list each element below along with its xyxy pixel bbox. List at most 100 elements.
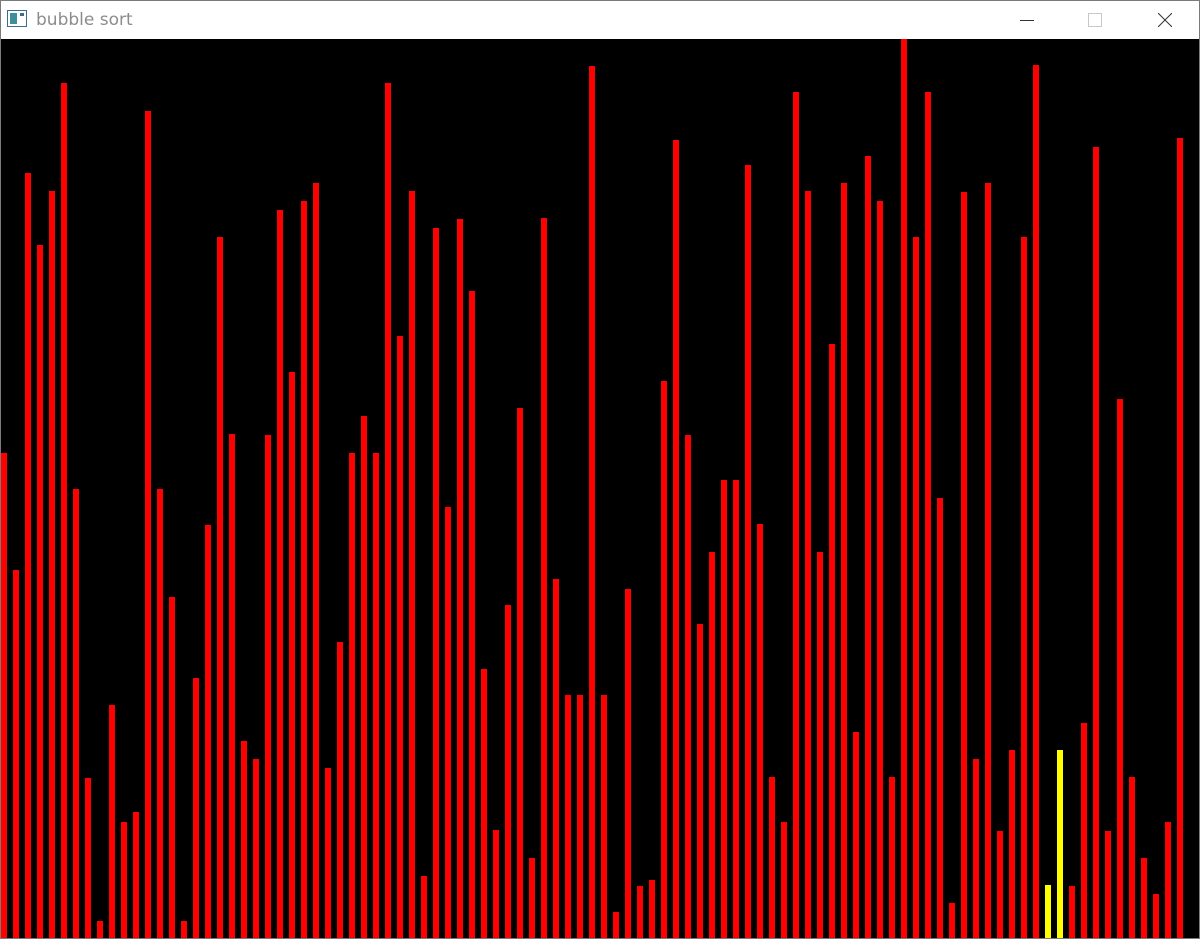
bar bbox=[1069, 886, 1075, 938]
bar bbox=[301, 201, 307, 938]
bar bbox=[109, 705, 115, 938]
bar-compared bbox=[1057, 750, 1063, 938]
bar bbox=[649, 880, 655, 938]
bar bbox=[637, 886, 643, 938]
bar bbox=[157, 489, 163, 938]
bar bbox=[889, 777, 895, 938]
bar bbox=[973, 759, 979, 938]
bar bbox=[601, 695, 607, 938]
bar bbox=[121, 822, 127, 938]
bar bbox=[673, 140, 679, 938]
bar bbox=[37, 245, 43, 938]
bar bbox=[577, 695, 583, 938]
bar bbox=[253, 759, 259, 938]
sort-visualization-canvas bbox=[1, 39, 1199, 938]
bar bbox=[361, 416, 367, 938]
bar-chart bbox=[1, 39, 1183, 938]
bar bbox=[733, 480, 739, 938]
bar bbox=[529, 858, 535, 938]
bar-compared bbox=[1045, 885, 1051, 938]
bar bbox=[289, 372, 295, 938]
bar bbox=[853, 732, 859, 938]
bar bbox=[505, 605, 511, 938]
bar bbox=[373, 453, 379, 938]
bar bbox=[169, 597, 175, 938]
bar bbox=[457, 219, 463, 938]
bar bbox=[1, 453, 7, 938]
bar bbox=[181, 921, 187, 938]
bar bbox=[1021, 237, 1027, 938]
bar bbox=[841, 183, 847, 938]
bar bbox=[1177, 138, 1183, 938]
bar bbox=[61, 83, 67, 938]
bar bbox=[709, 552, 715, 938]
minimize-button[interactable] bbox=[1003, 1, 1049, 39]
bar bbox=[265, 435, 271, 938]
bar bbox=[721, 480, 727, 938]
bar bbox=[25, 173, 31, 938]
app-window-icon bbox=[7, 10, 27, 27]
window-title: bubble sort bbox=[36, 10, 133, 30]
bar bbox=[313, 183, 319, 938]
bar bbox=[325, 768, 331, 938]
bar bbox=[337, 642, 343, 938]
bar bbox=[541, 218, 547, 938]
bar bbox=[217, 237, 223, 938]
bar bbox=[589, 66, 595, 938]
bar bbox=[409, 191, 415, 938]
maximize-button[interactable] bbox=[1071, 1, 1117, 39]
bar bbox=[97, 921, 103, 938]
bar bbox=[193, 678, 199, 938]
bar bbox=[1117, 399, 1123, 938]
bar bbox=[1093, 147, 1099, 938]
minimize-icon bbox=[1020, 20, 1034, 21]
bar bbox=[553, 579, 559, 938]
bar bbox=[913, 237, 919, 938]
bar bbox=[145, 111, 151, 938]
bar bbox=[1129, 777, 1135, 938]
bar bbox=[781, 822, 787, 938]
bar bbox=[901, 39, 907, 938]
bar bbox=[85, 778, 91, 938]
bar bbox=[73, 489, 79, 938]
bar bbox=[961, 192, 967, 938]
bar bbox=[133, 812, 139, 938]
bar bbox=[613, 912, 619, 938]
bar bbox=[805, 191, 811, 938]
bar bbox=[769, 777, 775, 938]
title-bar[interactable]: bubble sort bbox=[1, 1, 1199, 39]
bar bbox=[685, 435, 691, 938]
bar bbox=[277, 210, 283, 938]
close-button[interactable] bbox=[1141, 1, 1187, 39]
bar bbox=[1141, 858, 1147, 938]
bar bbox=[925, 92, 931, 938]
bar bbox=[757, 524, 763, 938]
bar bbox=[745, 165, 751, 938]
bar bbox=[1033, 65, 1039, 938]
bar bbox=[937, 498, 943, 938]
bar bbox=[829, 344, 835, 938]
bar bbox=[817, 552, 823, 938]
bar bbox=[241, 741, 247, 938]
bar bbox=[1165, 822, 1171, 938]
bar bbox=[865, 156, 871, 938]
bar bbox=[565, 695, 571, 938]
bar bbox=[445, 507, 451, 938]
bar bbox=[1009, 750, 1015, 938]
bar bbox=[205, 525, 211, 938]
bar bbox=[997, 831, 1003, 938]
bar bbox=[229, 434, 235, 938]
bar bbox=[661, 381, 667, 938]
bar bbox=[985, 183, 991, 938]
bar bbox=[1153, 894, 1159, 938]
bar bbox=[1105, 831, 1111, 938]
bar bbox=[469, 291, 475, 938]
bar bbox=[697, 624, 703, 938]
bar bbox=[1081, 723, 1087, 938]
bar bbox=[385, 83, 391, 938]
maximize-icon bbox=[1088, 13, 1102, 27]
bar bbox=[433, 228, 439, 938]
bar bbox=[481, 669, 487, 938]
bar bbox=[397, 336, 403, 938]
